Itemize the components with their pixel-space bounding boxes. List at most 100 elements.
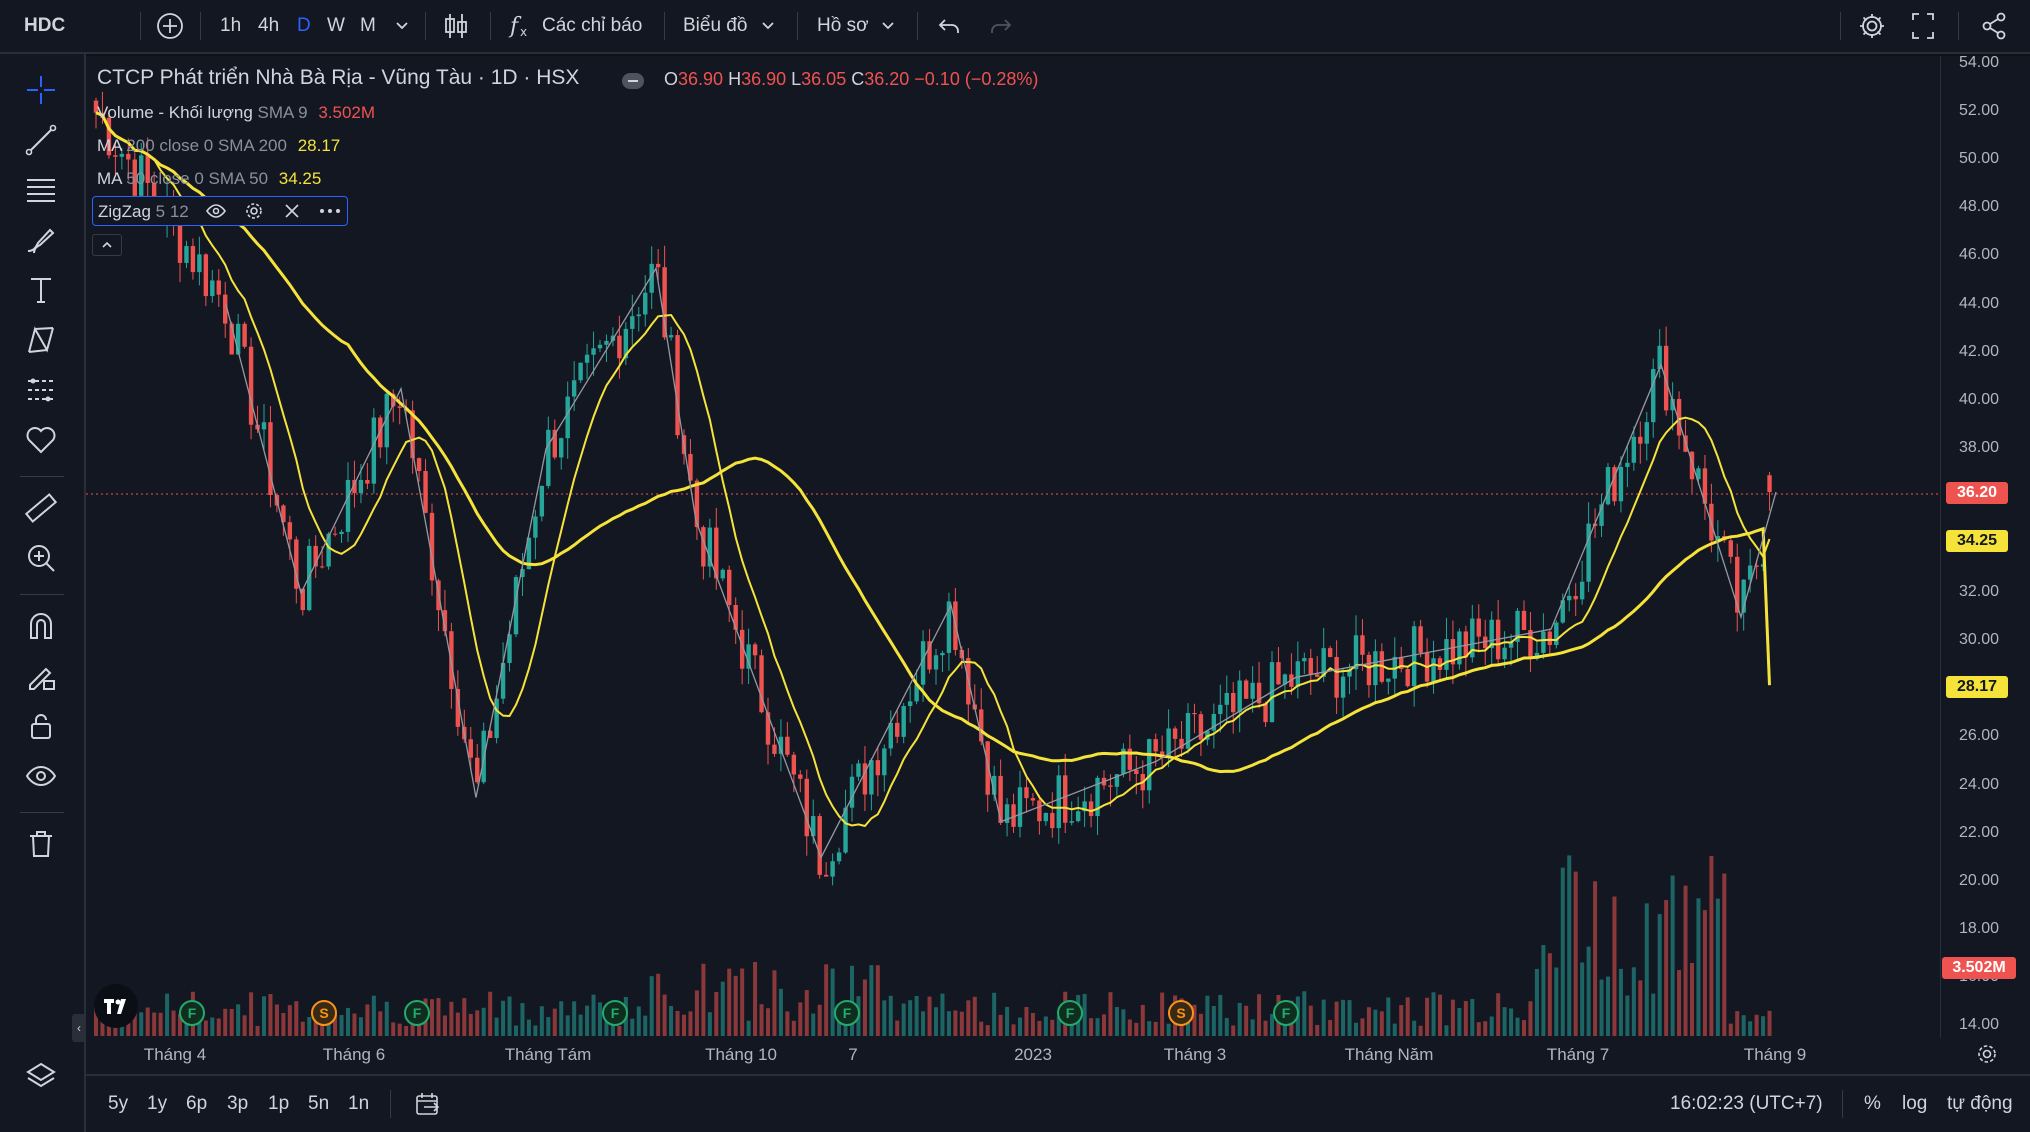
gear-icon[interactable] [1857,0,1887,52]
candle-body [836,852,842,862]
magnet-icon[interactable] [18,606,64,646]
candles-icon[interactable] [442,0,470,52]
range-5y[interactable]: 5y [108,1093,129,1114]
trash-icon[interactable] [18,824,64,864]
range-6p[interactable]: 6p [186,1093,208,1114]
candle-body [649,263,654,293]
interval-d[interactable]: D [297,15,311,36]
gear-icon[interactable] [1974,1041,2000,1072]
price-chart[interactable] [86,56,1940,1038]
event-marker[interactable]: S [311,1000,337,1026]
brush-icon[interactable] [18,220,64,260]
candle-body [1715,536,1721,541]
volume-bar [1612,896,1617,1036]
share-icon[interactable] [1980,0,2008,52]
volume-bar [339,1015,344,1036]
event-marker[interactable]: F [602,1000,628,1026]
ma50-legend[interactable]: MA 50 close 0 SMA 50 34.25 [97,169,322,188]
event-marker[interactable]: F [1273,1000,1299,1026]
forecast-icon[interactable] [18,370,64,410]
symbol-search[interactable]: HDC [24,15,66,36]
range-5n[interactable]: 5n [308,1093,330,1114]
undo-icon[interactable] [937,0,961,52]
volume-bar [1121,1009,1126,1036]
ruler-icon[interactable] [18,488,64,528]
chart-menu-button[interactable]: Biểu đồ [683,15,748,36]
volume-bar [682,1014,686,1036]
interval-m[interactable]: M [360,15,376,36]
candle-body [1347,669,1352,677]
range-3p[interactable]: 3p [227,1093,249,1114]
close-icon[interactable] [281,197,303,225]
chevron-down-icon[interactable] [394,0,410,52]
event-marker[interactable]: F [179,1000,205,1026]
more-icon[interactable] [317,197,343,225]
high-value: 36.90 [741,69,787,89]
range-1n[interactable]: 1n [348,1093,370,1114]
clock-timezone[interactable]: 16:02:23 (UTC+7) [1670,1093,1823,1114]
range-1y[interactable]: 1y [147,1093,168,1114]
event-marker[interactable]: F [834,1000,860,1026]
volume-bar [888,995,893,1036]
profile-menu-button[interactable]: Hồ sơ [817,15,869,36]
volume-bar [1282,1018,1287,1036]
volume-bar [1405,997,1410,1036]
eye-icon[interactable] [205,197,227,225]
ma200-legend[interactable]: MA 200 close 0 SMA 200 28.17 [97,136,341,155]
candle-body [1663,345,1669,411]
go-to-date-icon[interactable] [414,1090,442,1123]
time-axis[interactable]: ‹ [72,1014,2030,1074]
indicators-button[interactable]: Các chỉ báo [542,15,643,36]
event-marker[interactable]: F [404,1000,430,1026]
volume-bar [242,1015,247,1036]
candle-body [1644,422,1649,444]
collapse-legend-button[interactable] [92,234,122,256]
volume-bar [1018,1017,1022,1036]
interval-4h[interactable]: 4h [258,15,280,36]
percent-toggle[interactable]: % [1864,1093,1881,1114]
lock-icon[interactable] [18,706,64,746]
candle-body [798,774,803,779]
fib-retracement-icon[interactable] [18,170,64,210]
volume-bar [662,994,667,1036]
event-marker[interactable]: S [1168,1000,1194,1026]
candle-body [1037,800,1042,822]
event-marker[interactable]: F [1057,1000,1083,1026]
pattern-icon[interactable] [18,320,64,360]
interval-1h[interactable]: 1h [220,15,242,36]
interval-w[interactable]: W [327,15,345,36]
tradingview-logo[interactable] [94,984,138,1028]
log-toggle[interactable]: log [1902,1093,1928,1114]
scroll-left-button[interactable]: ‹ [72,1014,86,1042]
zigzag-legend[interactable]: ZigZag 5 12 [92,196,348,226]
auto-scale-toggle[interactable]: tự động [1947,1093,2013,1114]
gear-icon[interactable] [243,197,265,225]
candle-body [313,545,318,567]
chevron-down-icon[interactable] [880,0,896,52]
volume-bar [1005,1006,1010,1036]
volume-bar [746,1020,751,1036]
heart-icon[interactable] [18,420,64,460]
redo-icon[interactable] [989,0,1013,52]
text-tool-icon[interactable] [18,270,64,310]
ma50-price-label: 34.25 [1946,530,2008,552]
lock-drawings-icon[interactable] [18,656,64,696]
volume-bar [1360,1018,1365,1036]
volume-legend[interactable]: Volume - Khối lượng SMA 9 3.502M [97,103,376,122]
layers-icon[interactable] [18,1056,64,1096]
range-1p[interactable]: 1p [268,1093,290,1114]
compare-plus-icon[interactable] [156,0,184,52]
open-value: 36.90 [678,69,724,89]
fullscreen-icon[interactable] [1909,0,1937,52]
chart-pane[interactable]: CTCP Phát triển Nhà Bà Rịa - Vũng Tàu · … [86,56,1940,1038]
minus-icon[interactable] [622,73,644,89]
eye-icon[interactable] [18,756,64,796]
zoom-in-icon[interactable] [18,538,64,578]
crosshair-icon[interactable] [18,70,64,110]
volume-bar [1735,1011,1740,1036]
trend-line-icon[interactable] [18,120,64,160]
chevron-down-icon[interactable] [760,0,776,52]
candle-body [203,254,209,297]
